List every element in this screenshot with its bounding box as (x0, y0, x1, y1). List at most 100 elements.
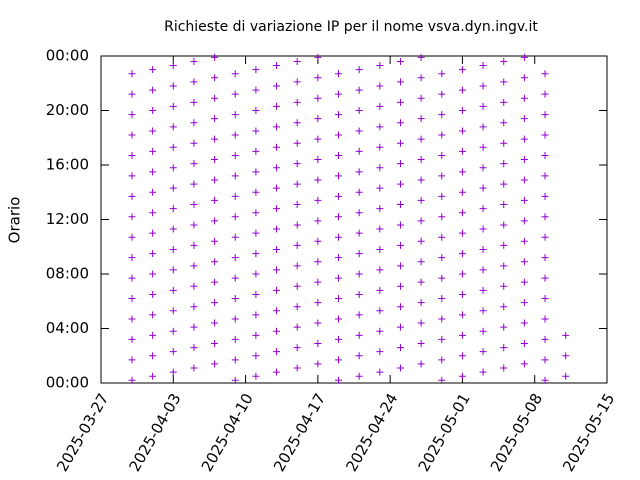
point (438, 90, 446, 98)
point (169, 348, 177, 356)
point (376, 348, 384, 356)
point (169, 62, 177, 70)
point (149, 250, 157, 258)
point (417, 339, 425, 347)
point (541, 131, 549, 139)
point (211, 319, 219, 327)
point (273, 184, 281, 192)
point (520, 319, 528, 327)
point (211, 360, 219, 368)
point (293, 221, 301, 229)
point (190, 201, 198, 209)
point (211, 196, 219, 204)
point (335, 131, 343, 139)
point (438, 213, 446, 221)
point (500, 303, 508, 311)
point (149, 331, 157, 339)
point (149, 147, 157, 155)
point (190, 180, 198, 188)
point (314, 135, 322, 143)
point (520, 258, 528, 266)
point (396, 282, 404, 290)
point (252, 270, 260, 278)
point (128, 192, 136, 200)
point (500, 221, 508, 229)
point (500, 282, 508, 290)
point (396, 344, 404, 352)
point (520, 196, 528, 204)
point (479, 143, 487, 151)
point (376, 225, 384, 233)
point (355, 209, 363, 217)
point (231, 172, 239, 180)
point (520, 217, 528, 225)
point (252, 229, 260, 237)
point (376, 102, 384, 110)
point (376, 266, 384, 274)
point (149, 290, 157, 298)
point (314, 53, 322, 61)
point (500, 262, 508, 270)
point (314, 278, 322, 286)
point (335, 274, 343, 282)
point (500, 57, 508, 65)
point (335, 335, 343, 343)
point (355, 127, 363, 135)
point (128, 274, 136, 282)
point (376, 184, 384, 192)
point (479, 82, 487, 90)
point (128, 90, 136, 98)
point (376, 62, 384, 70)
point (376, 368, 384, 376)
point (211, 237, 219, 245)
point (541, 295, 549, 303)
point (417, 115, 425, 123)
point (520, 176, 528, 184)
point (396, 323, 404, 331)
point (479, 368, 487, 376)
point (252, 352, 260, 360)
point (500, 98, 508, 106)
point (314, 217, 322, 225)
point (149, 209, 157, 217)
y-tick-label: 08:00 (46, 265, 89, 283)
point (376, 123, 384, 131)
point (438, 70, 446, 78)
point (417, 176, 425, 184)
point (355, 229, 363, 237)
point (396, 139, 404, 147)
point (231, 376, 239, 384)
y-tick-label: 20:00 (46, 101, 89, 119)
point (520, 53, 528, 61)
point (128, 315, 136, 323)
point (520, 115, 528, 123)
point (438, 172, 446, 180)
point (314, 94, 322, 102)
point (541, 233, 549, 241)
point (273, 245, 281, 253)
point (541, 172, 549, 180)
point (396, 201, 404, 209)
point (293, 364, 301, 372)
point (458, 147, 466, 155)
point (335, 376, 343, 384)
point (396, 98, 404, 106)
point (479, 266, 487, 274)
point (541, 70, 549, 78)
point (335, 111, 343, 119)
point (520, 135, 528, 143)
point (149, 352, 157, 360)
point (314, 299, 322, 307)
point (479, 205, 487, 213)
point (479, 164, 487, 172)
point (149, 66, 157, 74)
point (293, 78, 301, 86)
point (520, 74, 528, 82)
point (376, 143, 384, 151)
point (479, 286, 487, 294)
point (438, 315, 446, 323)
point (479, 327, 487, 335)
point (458, 270, 466, 278)
point (500, 180, 508, 188)
